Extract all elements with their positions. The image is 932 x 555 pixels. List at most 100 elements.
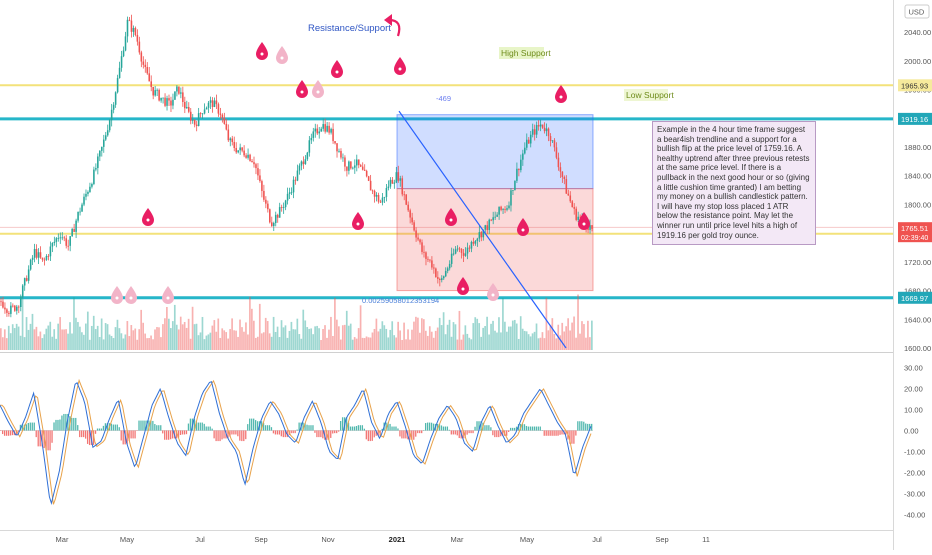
candle-body [498,207,500,215]
histogram-bar [235,431,236,435]
volume-bar [255,338,257,350]
time-tick-label-3: Sep [254,535,267,544]
candle-body [336,143,338,151]
volume-bar [249,297,251,350]
volume-bar [522,329,524,350]
candle-body [115,92,117,105]
volume-bar [350,324,352,350]
volume-bar [362,338,364,350]
pivot-marker-dot-14 [130,297,133,300]
volume-bar [164,318,166,350]
histogram-bar [544,431,545,436]
histogram-bar [281,431,282,437]
currency-badge[interactable]: USD [905,5,929,18]
histogram-bar [206,427,207,431]
oscillator-tick-label-3: 0.00 [904,427,919,436]
candle-body [77,212,79,221]
histogram-bar [204,424,205,431]
volume-bar [125,334,127,350]
volume-bar [583,324,585,350]
candle-body [247,155,249,158]
histogram-bar [87,431,88,444]
candle-body [52,243,54,246]
pivot-marker-dot-16 [492,294,495,297]
candle-body [150,81,152,87]
candle-body [210,100,212,102]
volume-bar [573,317,575,350]
volume-bar [213,320,215,350]
volume-bar [55,339,57,350]
histogram-bar [267,425,268,430]
candle-body [350,162,352,169]
candle-body [374,191,376,197]
candle-body [524,148,526,154]
histogram-bar [330,431,331,438]
histogram-bar [508,431,509,432]
histogram-bar [417,431,418,434]
volume-bar [196,324,198,350]
price-tick-label-6: 1880.00 [904,143,931,152]
histogram-bar [528,427,529,431]
volume-bar [304,320,306,350]
volume-bar [526,331,528,350]
volume-bar [358,328,360,350]
candle-body [103,140,105,147]
histogram-bar [364,429,365,431]
price-tick-label-2: 1720.00 [904,258,931,267]
candle-body [364,170,366,171]
level-price-label-3: 1669.97 [901,294,928,303]
candle-body [224,118,226,124]
volume-bar [439,318,441,350]
candle-body [532,129,534,134]
histogram-bar [546,431,547,436]
volume-bar [59,317,61,350]
candle-body [40,252,42,257]
histogram-bar [291,431,292,434]
volume-bar [443,312,445,350]
time-tick-label-5: 2021 [389,535,406,544]
price-tick-label-4: 1800.00 [904,200,931,209]
histogram-bar [559,431,560,435]
volume-bar [42,338,44,350]
candle-body [358,159,360,165]
candle-body [305,159,307,164]
candle-body [556,147,558,157]
volume-bar [148,338,150,350]
histogram-bar [449,430,450,431]
histogram-bar [466,431,467,435]
volume-bar [314,326,316,350]
volume-bar [43,334,45,350]
candle-body [516,169,518,181]
histogram-bar [506,431,507,436]
volume-bar [138,329,140,350]
histogram-bar [34,423,35,431]
candle-body [285,201,287,208]
histogram-bar [419,431,420,434]
candle-body [399,178,401,180]
histogram-bar [81,431,82,438]
histogram-bar [152,421,153,431]
histogram-bar [551,431,552,436]
candle-body [228,130,230,141]
volume-bar [429,326,431,350]
candle-body [538,125,540,126]
histogram-bar [30,423,31,431]
histogram-bar [298,423,299,431]
candle-body [22,285,24,297]
histogram-bar [28,423,29,431]
volume-bar [231,318,233,350]
histogram-bar [49,431,50,451]
candle-body [129,20,131,21]
candle-body [303,161,305,164]
candle-body [409,210,411,217]
volume-bar [0,328,2,350]
long-position-tool[interactable] [397,115,593,291]
volume-bar [409,340,411,350]
candle-body [257,168,259,175]
volume-bar [591,321,593,350]
volume-bar [26,317,28,350]
volume-bar [407,329,409,350]
volume-bar [492,321,494,350]
candle-body [137,35,139,42]
volume-bar [435,331,437,350]
